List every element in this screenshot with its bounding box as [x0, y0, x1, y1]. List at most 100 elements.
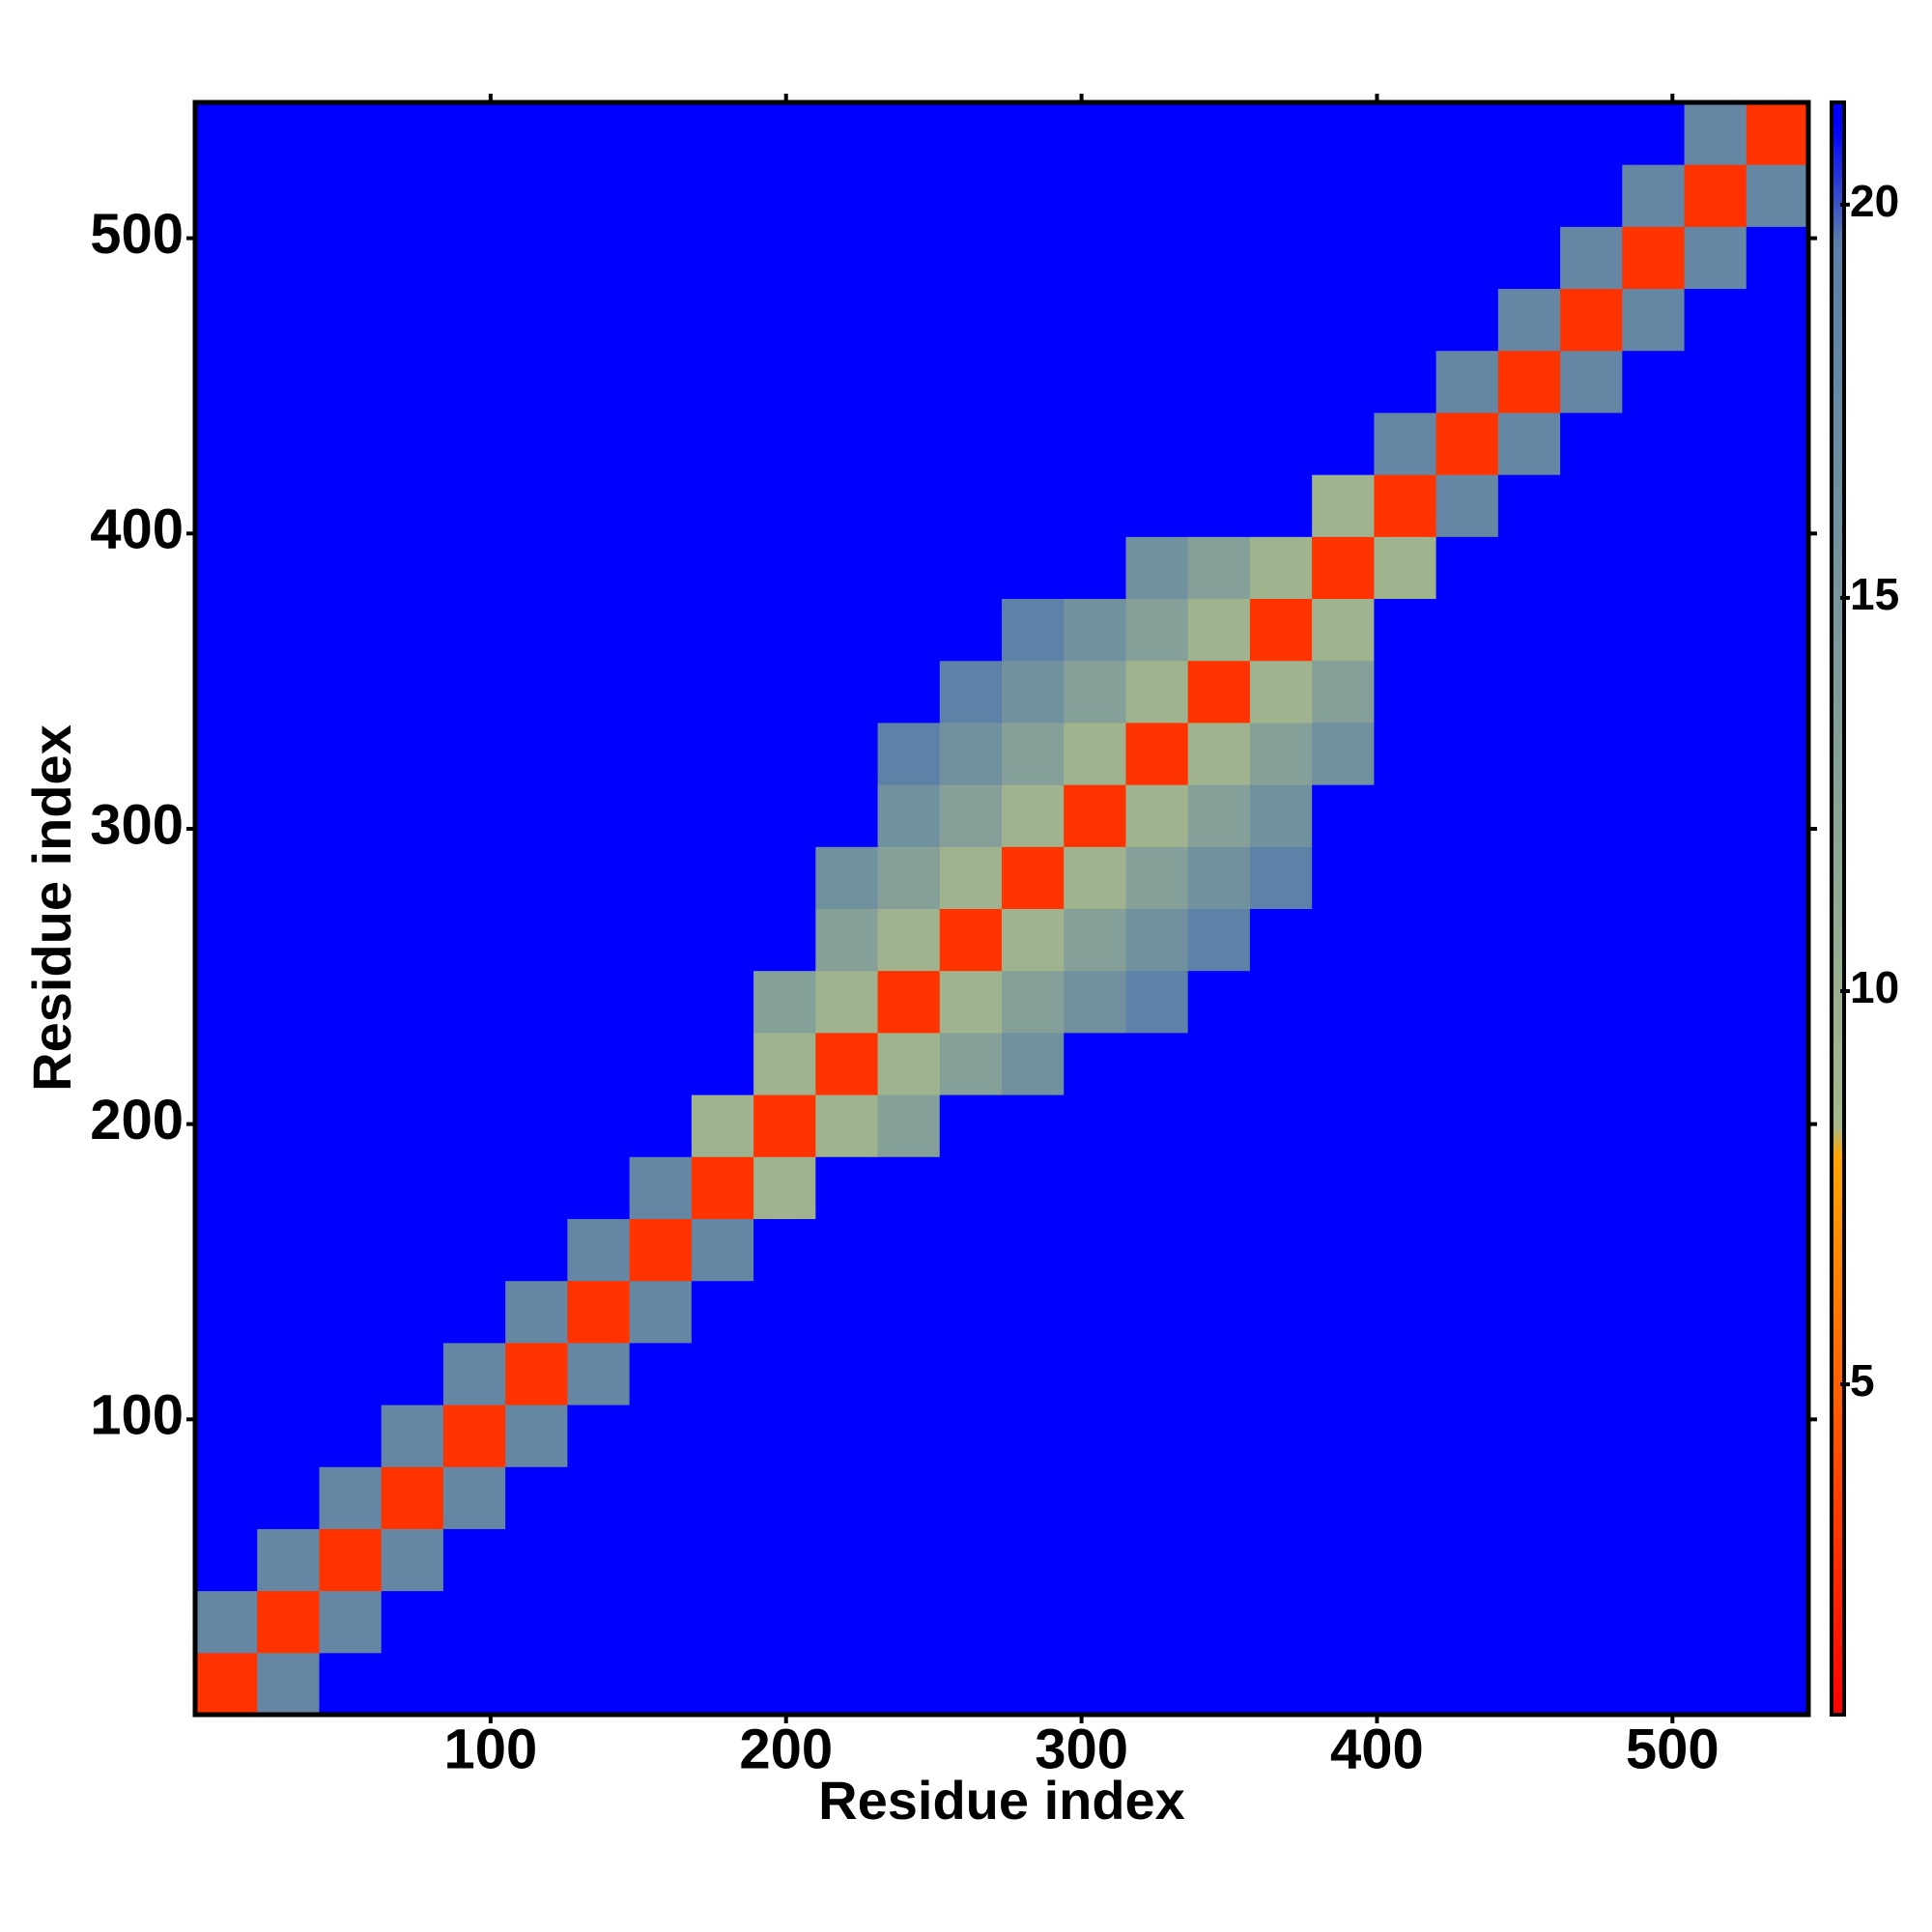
heatmap-cell [1435, 226, 1499, 290]
heatmap-cell [1312, 784, 1375, 847]
heatmap-cell [629, 970, 693, 1034]
heatmap-cell [1435, 1094, 1499, 1157]
heatmap-cell [567, 1528, 631, 1592]
heatmap-cell [753, 784, 816, 847]
heatmap-cell [1249, 1094, 1313, 1157]
heatmap-cell [1374, 598, 1437, 662]
heatmap-cell [195, 1528, 258, 1592]
heatmap-cell [1187, 598, 1251, 662]
heatmap-cell [1064, 1280, 1126, 1344]
heatmap-cell [1125, 908, 1189, 972]
heatmap-cell [1684, 1094, 1747, 1157]
heatmap-cell [629, 536, 693, 600]
heatmap-cell [1187, 846, 1251, 909]
heatmap-cell [1560, 660, 1623, 724]
heatmap-cell [1125, 660, 1189, 724]
heatmap-cell [753, 1466, 816, 1529]
heatmap-cell [1746, 226, 1809, 290]
heatmap-cell [1684, 288, 1747, 352]
heatmap-cell [1497, 474, 1561, 537]
heatmap-cell [195, 660, 258, 724]
heatmap-cell [1622, 970, 1686, 1034]
heatmap-cell [815, 1590, 879, 1654]
heatmap-cell [319, 722, 383, 785]
colorbar-tick-label: 15 [1850, 569, 1899, 619]
heatmap-cell [1125, 412, 1189, 475]
heatmap-cell [1435, 1218, 1499, 1282]
heatmap-cell [442, 474, 506, 537]
heatmap-cell [753, 1342, 816, 1406]
heatmap-cell [1064, 1032, 1126, 1095]
heatmap-cell [257, 598, 320, 662]
heatmap-cell [1002, 536, 1065, 600]
heatmap-cell [1125, 846, 1189, 909]
heatmap-cell [195, 288, 258, 352]
heatmap-cell [319, 660, 383, 724]
heatmap-cell [691, 1405, 754, 1467]
heatmap-cell [567, 1405, 631, 1467]
heatmap-cell [691, 1156, 754, 1219]
heatmap-cell [1622, 1652, 1686, 1716]
heatmap-cell [1249, 1218, 1313, 1282]
heatmap-cell [1249, 536, 1313, 600]
heatmap-cell [1312, 1528, 1375, 1592]
heatmap-cell [195, 350, 258, 413]
heatmap-cell [381, 908, 444, 972]
heatmap-cell [1497, 1590, 1561, 1654]
heatmap-cell [567, 412, 631, 475]
heatmap-cell [442, 1094, 506, 1157]
heatmap-cell [505, 908, 568, 972]
x-tick-label: 400 [1330, 1718, 1424, 1780]
heatmap-cell [1125, 1466, 1189, 1529]
heatmap-cell [691, 1032, 754, 1095]
heatmap-cell [567, 102, 631, 165]
heatmap-cell [1312, 970, 1375, 1034]
heatmap-cell [877, 598, 941, 662]
heatmap-cell [195, 412, 258, 475]
heatmap-cell [1746, 536, 1809, 600]
heatmap-cell [1187, 1094, 1251, 1157]
heatmap-cell [257, 1590, 320, 1654]
heatmap-cell [195, 784, 258, 847]
heatmap-cell [815, 1652, 879, 1716]
heatmap-cell [1064, 102, 1126, 165]
heatmap-cell [1435, 1032, 1499, 1095]
heatmap-cell [939, 970, 1003, 1034]
heatmap-cell [691, 412, 754, 475]
heatmap-cell [505, 350, 568, 413]
heatmap-cell [1684, 350, 1747, 413]
heatmap-cell [567, 970, 631, 1034]
heatmap-cell [1497, 1652, 1561, 1716]
heatmap-cell [1064, 1590, 1126, 1654]
heatmap-cell [753, 164, 816, 227]
y-tick-label: 200 [90, 1089, 184, 1151]
heatmap-cell [1435, 350, 1499, 413]
heatmap-cell [753, 1032, 816, 1095]
heatmap-cell [567, 1218, 631, 1282]
heatmap-cell [257, 1156, 320, 1219]
heatmap-cell [1746, 722, 1809, 785]
heatmap-cell [877, 1528, 941, 1592]
heatmap-cell [195, 908, 258, 972]
heatmap-cell [1374, 102, 1437, 165]
heatmap-cell [939, 1156, 1003, 1219]
heatmap-cell [381, 1094, 444, 1157]
heatmap-cell [381, 1342, 444, 1406]
heatmap-cell [1125, 1405, 1189, 1467]
heatmap-cell [815, 908, 879, 972]
heatmap-cell [1064, 784, 1126, 847]
heatmap-cell [195, 722, 258, 785]
heatmap-cell [505, 474, 568, 537]
heatmap-cell [1249, 908, 1313, 972]
heatmap-cell [1497, 1528, 1561, 1592]
heatmap-cell [1187, 660, 1251, 724]
heatmap-cell [381, 412, 444, 475]
heatmap-cell [1064, 908, 1126, 972]
heatmap-cell [1560, 970, 1623, 1034]
heatmap-cell [442, 722, 506, 785]
heatmap-cell [1374, 970, 1437, 1034]
heatmap-cell [1125, 598, 1189, 662]
heatmap-cell [753, 1590, 816, 1654]
heatmap-cell [629, 288, 693, 352]
heatmap-cell [1374, 164, 1437, 227]
